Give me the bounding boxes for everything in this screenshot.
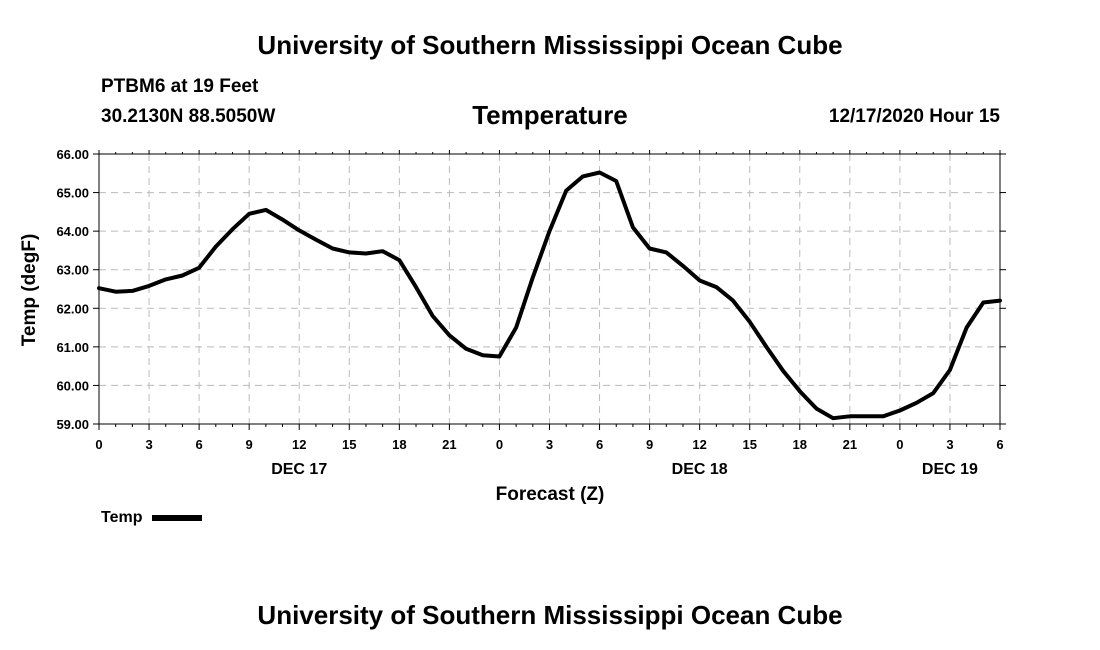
issue-time: 12/17/2020 Hour 15 bbox=[828, 106, 1000, 127]
y-tick-label: 65.00 bbox=[56, 186, 89, 201]
x-tick-label: 3 bbox=[546, 437, 553, 452]
grid bbox=[99, 154, 1000, 424]
x-tick-label: 18 bbox=[793, 437, 807, 452]
legend-line-swatch bbox=[152, 515, 203, 521]
day-label: DEC 17 bbox=[271, 461, 327, 478]
x-tick-label: 12 bbox=[292, 437, 306, 452]
day-label: DEC 19 bbox=[922, 461, 978, 478]
day-label: DEC 18 bbox=[672, 461, 728, 478]
x-tick-label: 15 bbox=[742, 437, 756, 452]
x-tick-label: 9 bbox=[246, 437, 253, 452]
x-axis-title: Forecast (Z) bbox=[496, 484, 605, 505]
station-name: PTBM6 at 19 Feet bbox=[101, 76, 259, 97]
temp-series-line bbox=[97, 170, 1002, 421]
y-tick-label: 61.00 bbox=[56, 340, 89, 355]
station-coords: 30.2130N 88.5050W bbox=[101, 106, 276, 127]
x-tick-label: 3 bbox=[946, 437, 953, 452]
y-tick-label: 64.00 bbox=[56, 224, 89, 239]
x-tick-label: 6 bbox=[195, 437, 202, 452]
footer-title: University of Southern Mississippi Ocean… bbox=[257, 600, 843, 630]
x-tick-label: 6 bbox=[996, 437, 1003, 452]
x-tick-label: 0 bbox=[496, 437, 503, 452]
legend-label: Temp bbox=[101, 509, 143, 526]
x-tick-label: 21 bbox=[442, 437, 456, 452]
x-tick-label: 0 bbox=[95, 437, 102, 452]
header-title: University of Southern Mississippi Ocean… bbox=[257, 30, 843, 60]
y-tick-label: 66.00 bbox=[56, 147, 89, 162]
series-layer bbox=[97, 170, 1002, 421]
chart-title: Temperature bbox=[472, 100, 628, 130]
x-tick-label: 6 bbox=[596, 437, 603, 452]
x-tick-label: 12 bbox=[692, 437, 706, 452]
x-tick-label: 3 bbox=[145, 437, 152, 452]
x-tick-label: 15 bbox=[342, 437, 356, 452]
y-tick-label: 59.00 bbox=[56, 417, 89, 432]
x-tick-label: 18 bbox=[392, 437, 406, 452]
legend: Temp bbox=[101, 509, 203, 527]
y-tick-label: 60.00 bbox=[56, 378, 89, 393]
x-tick-label: 9 bbox=[646, 437, 653, 452]
y-axis-title: Temp (degF) bbox=[19, 234, 40, 347]
x-tick-label: 0 bbox=[896, 437, 903, 452]
x-tick-label: 21 bbox=[843, 437, 857, 452]
y-tick-label: 63.00 bbox=[56, 263, 89, 278]
y-tick-label: 62.00 bbox=[56, 301, 89, 316]
